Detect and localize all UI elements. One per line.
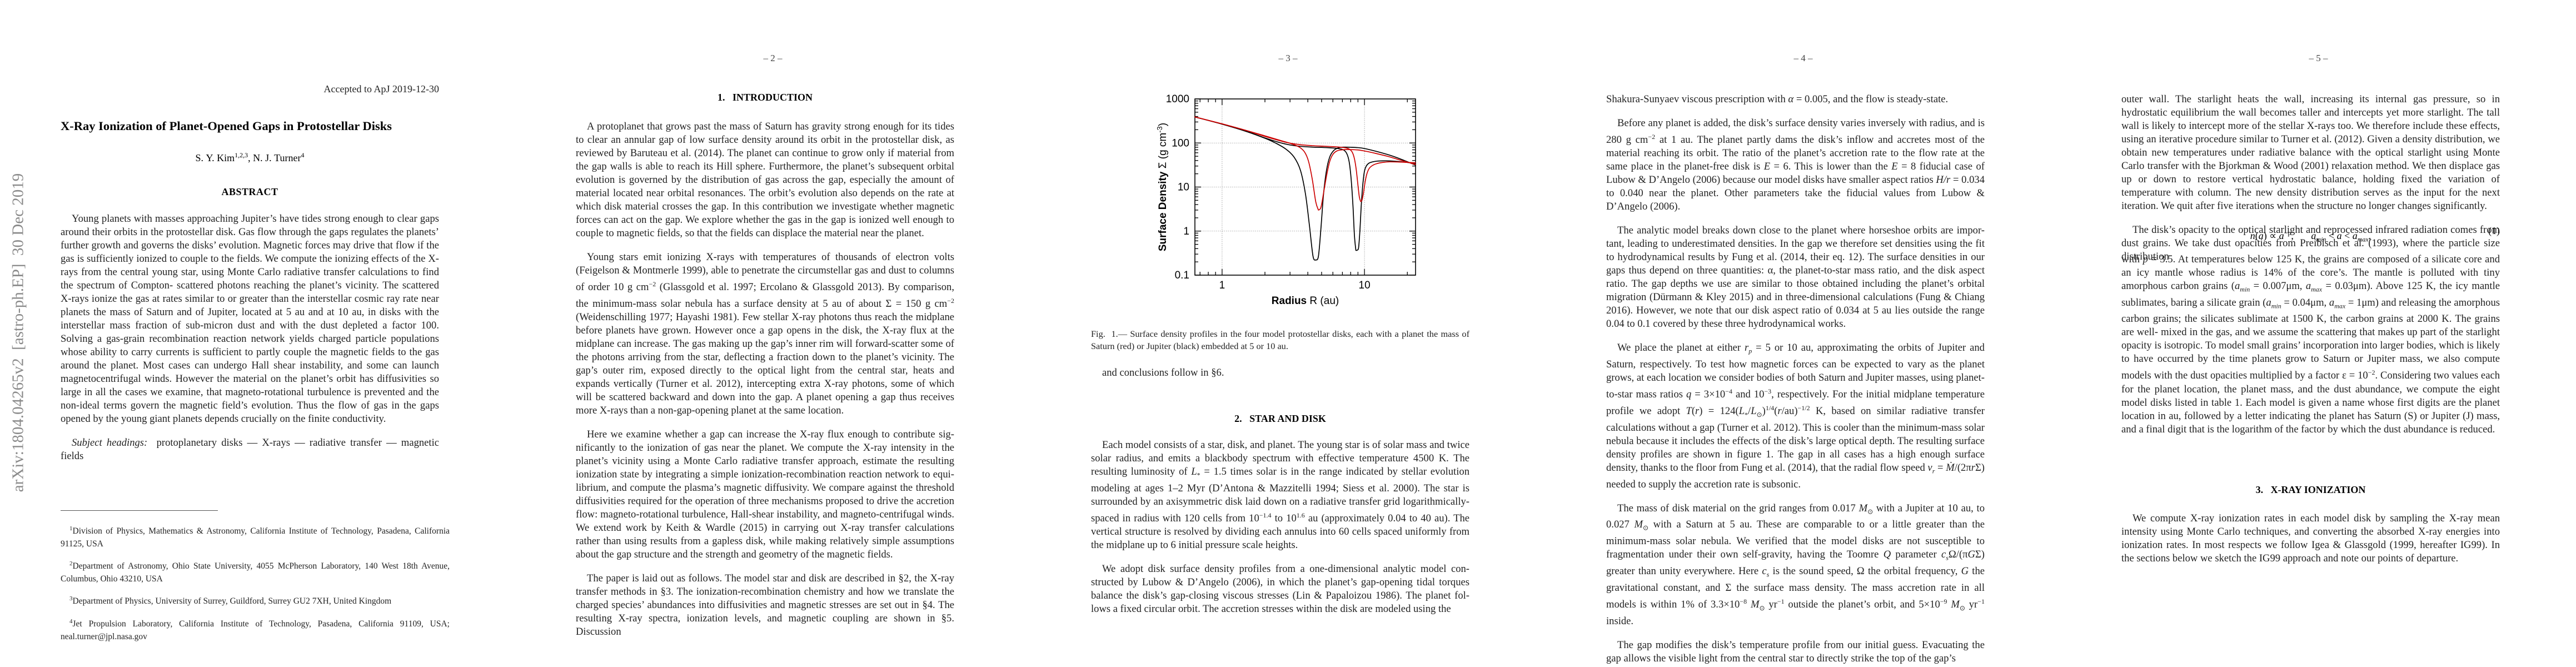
svg-text:Surface Density Σ (g cm-3): Surface Density Σ (g cm-3) (1155, 123, 1169, 251)
svg-text:Radius R (au): Radius R (au) (1272, 295, 1339, 307)
svg-text:1: 1 (1183, 226, 1189, 237)
svg-text:0.1: 0.1 (1175, 270, 1189, 281)
svg-text:1000: 1000 (1166, 93, 1189, 105)
svg-text:10: 10 (1178, 182, 1189, 193)
svg-text:10: 10 (1359, 280, 1371, 291)
svg-text:1: 1 (1219, 280, 1225, 291)
svg-text:100: 100 (1172, 137, 1189, 149)
